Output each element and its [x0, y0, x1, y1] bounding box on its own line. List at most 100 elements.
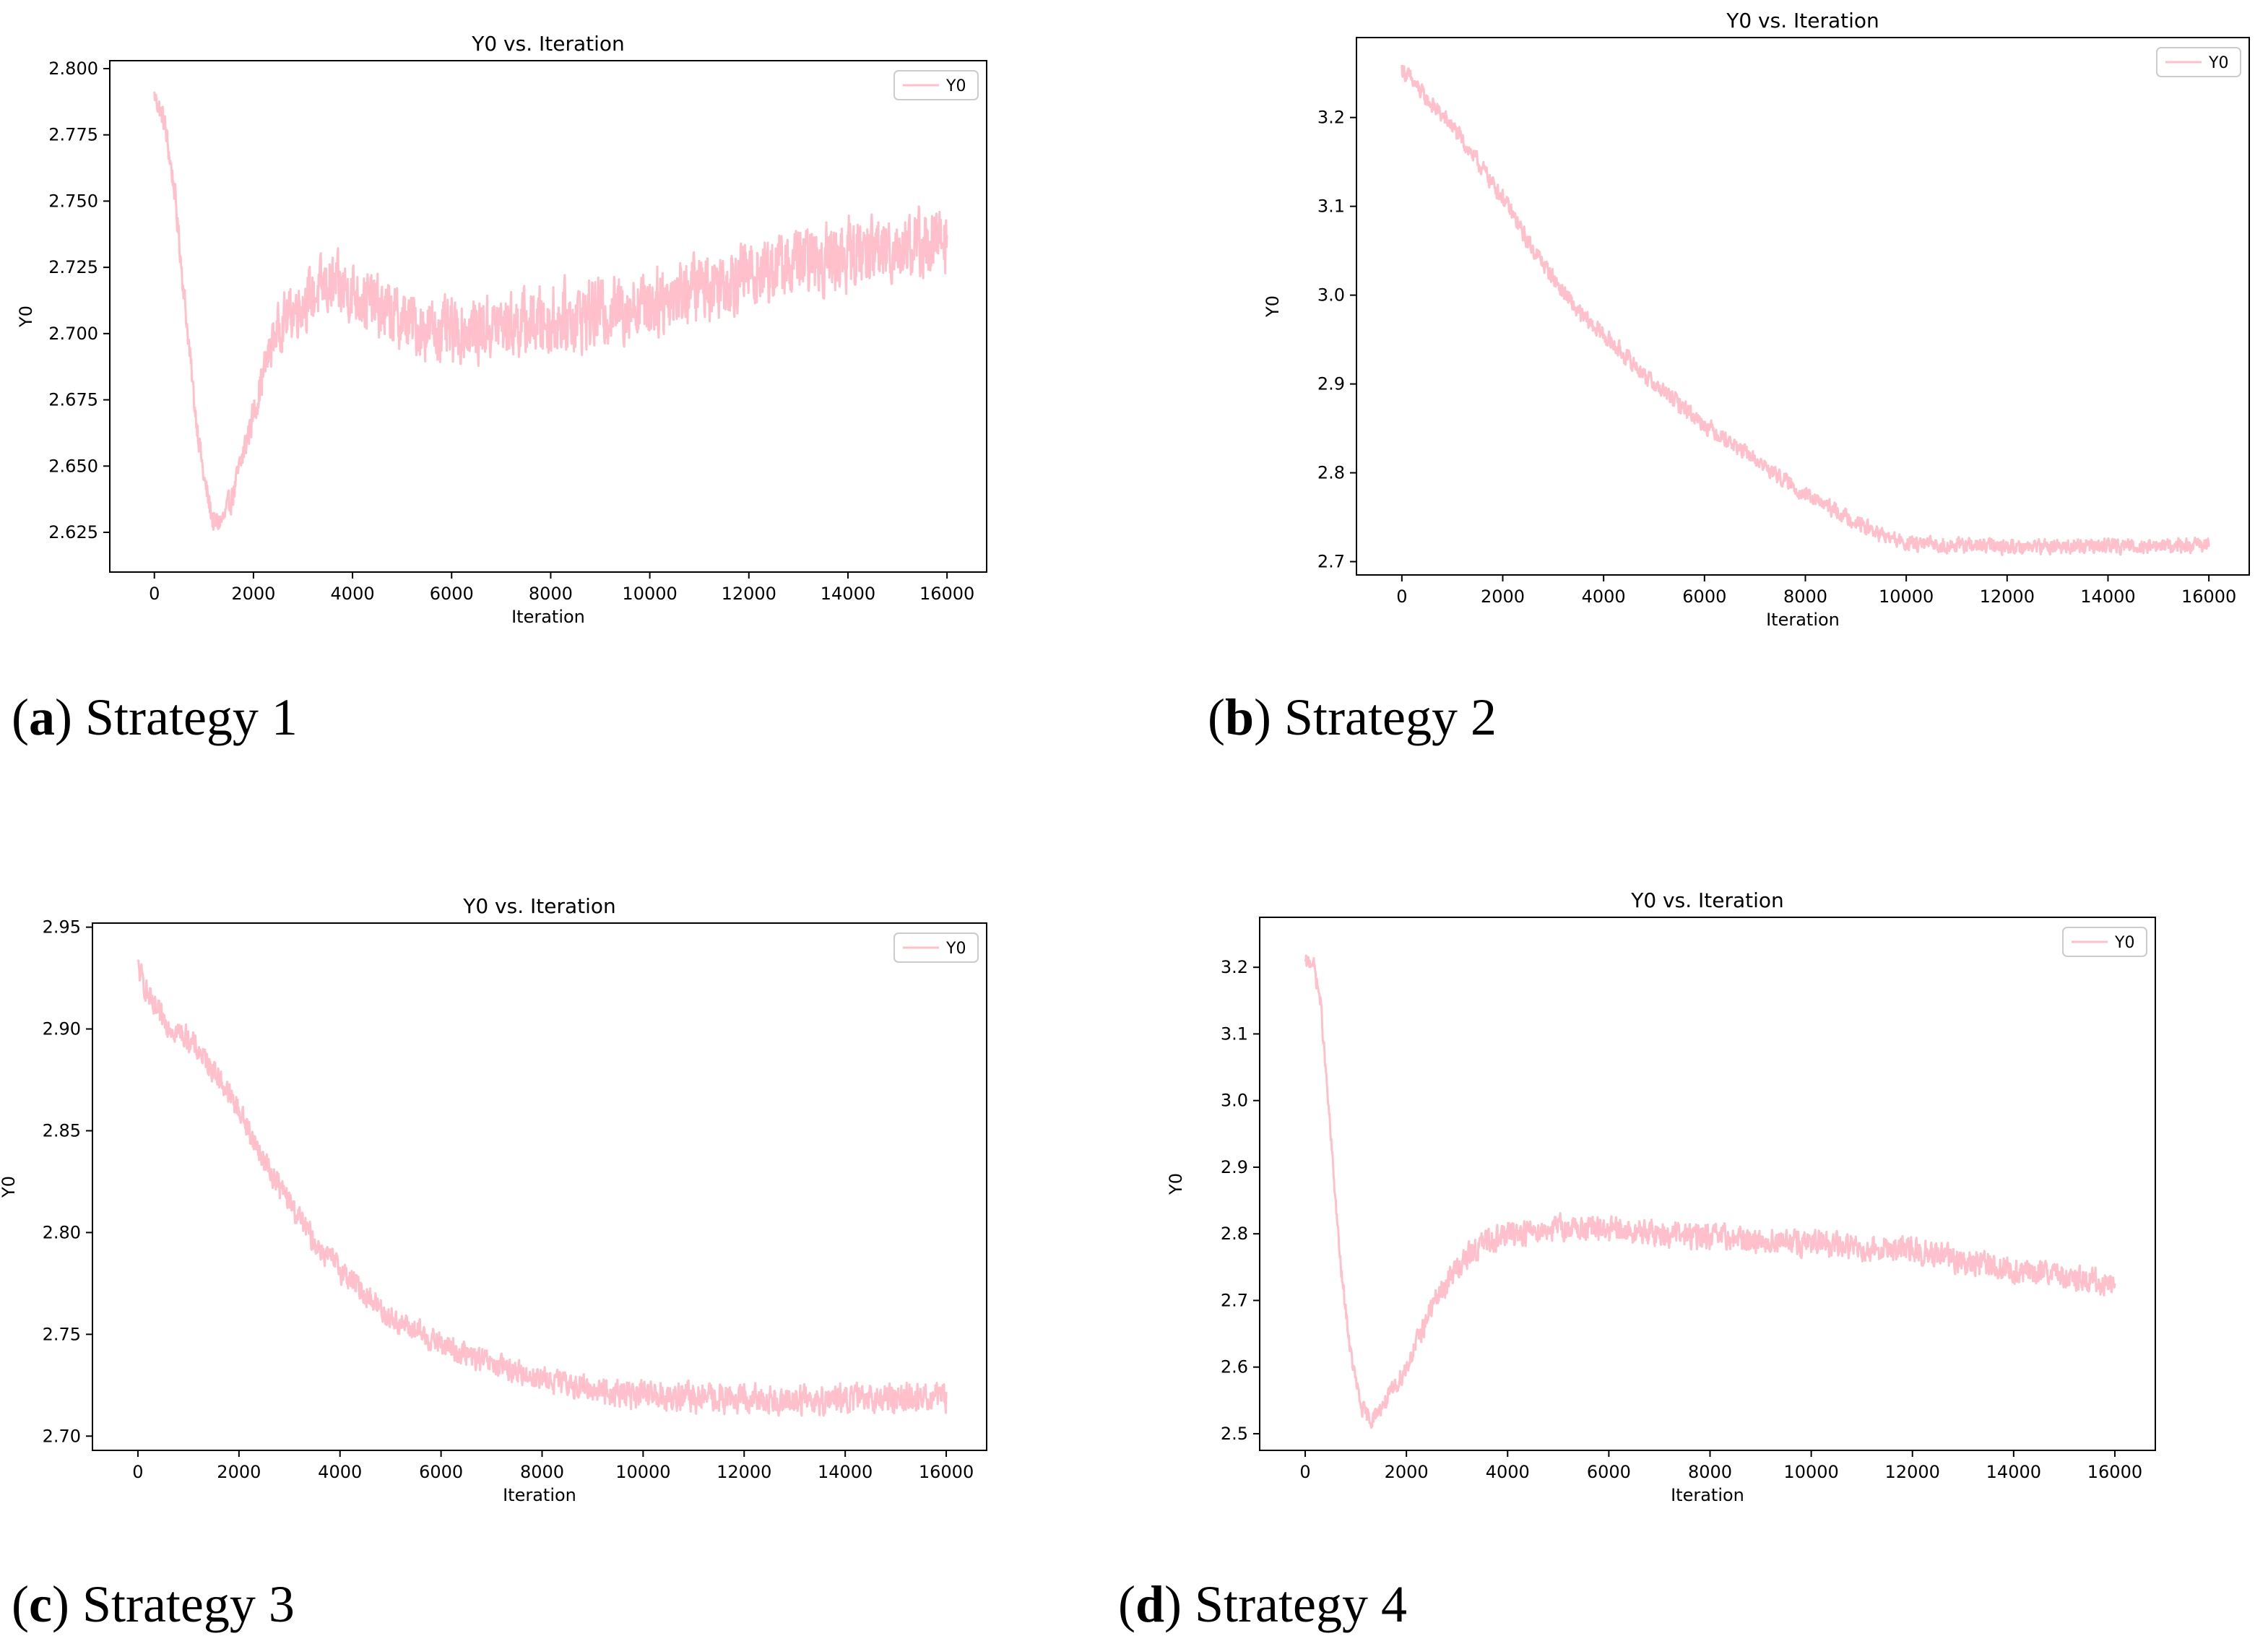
plot-frame — [1259, 917, 2156, 1451]
x-tick-label: 8000 — [1783, 587, 1827, 607]
y-axis-label: Y0 — [1263, 295, 1283, 318]
x-tick-label: 2000 — [231, 584, 275, 604]
plot-frame — [109, 60, 987, 573]
x-tick-label: 12000 — [722, 584, 776, 604]
chart-title: Y0 vs. Iteration — [471, 32, 625, 56]
legend-label: Y0 — [2114, 934, 2134, 952]
y-tick-label: 3.1 — [1221, 1023, 1248, 1044]
x-axis-label: Iteration — [1766, 610, 1840, 630]
y-tick-label: 2.80 — [43, 1222, 81, 1242]
x-tick-label: 0 — [132, 1462, 143, 1482]
legend: Y0 — [893, 932, 979, 963]
y-tick-label: 2.625 — [48, 522, 98, 542]
y-tick-label: 2.650 — [48, 456, 98, 476]
y-tick-label: 3.0 — [1221, 1091, 1248, 1111]
y-tick-label: 2.5 — [1221, 1424, 1248, 1444]
y-tick-label: 2.8 — [1221, 1224, 1248, 1244]
plot-frame — [1356, 37, 2250, 576]
caption-d: (d) Strategy 4 — [1118, 1575, 1407, 1633]
caption-letter: c — [28, 1575, 52, 1633]
y-axis-label: Y0 — [0, 1176, 19, 1198]
y-tick-label: 2.9 — [1221, 1157, 1248, 1177]
x-axis-label: Iteration — [511, 607, 585, 627]
x-tick-label: 12000 — [1885, 1462, 1940, 1482]
chart-panel-b: Y0 vs. Iteration 0 2000 4000 6000 8000 10000 12… — [1257, 0, 2268, 650]
chart-title: Y0 vs. Iteration — [1726, 9, 1879, 33]
x-axis-label: Iteration — [1671, 1485, 1744, 1505]
line-chart-strategy-2: Y0 vs. Iteration 0 2000 4000 6000 8000 10000 12… — [1263, 9, 2250, 630]
y-axis-label: Y0 — [1166, 1173, 1186, 1195]
y-tick-label: 2.8 — [1317, 463, 1345, 483]
x-tick-label: 10000 — [622, 584, 677, 604]
x-tick-label: 16000 — [919, 584, 974, 604]
x-tick-label: 8000 — [1688, 1462, 1732, 1482]
x-tick-label: 6000 — [430, 584, 474, 604]
x-tick-label: 2000 — [1385, 1462, 1429, 1482]
x-tick-label: 10000 — [615, 1462, 670, 1482]
y-tick-label: 2.75 — [43, 1324, 81, 1344]
caption-letter: d — [1135, 1575, 1165, 1633]
legend-label: Y0 — [2208, 54, 2228, 72]
y-tick-label: 2.95 — [43, 917, 81, 938]
y-tick-label: 2.725 — [48, 257, 98, 277]
caption-c: (c) Strategy 3 — [12, 1575, 295, 1633]
caption-a: (a) Strategy 1 — [12, 688, 298, 746]
line-chart-strategy-1: Y0 vs. Iteration 0 2000 4000 6000 8000 10000 12… — [16, 32, 987, 627]
x-tick-label: 4000 — [318, 1462, 362, 1482]
y-axis-label: Y0 — [16, 306, 36, 328]
plot-frame — [92, 922, 987, 1451]
x-tick-label: 0 — [1299, 1462, 1310, 1482]
caption-text: Strategy 1 — [85, 688, 298, 746]
y-tick-label: 2.9 — [1317, 374, 1345, 394]
y-tick-label: 2.675 — [48, 390, 98, 410]
x-tick-label: 16000 — [2087, 1462, 2142, 1482]
x-tick-label: 10000 — [1879, 587, 1934, 607]
legend-label: Y0 — [945, 77, 966, 95]
chart-panel-d: Y0 vs. Iteration 0 2000 4000 6000 8000 10000 12… — [1166, 888, 2181, 1538]
x-tick-label: 8000 — [520, 1462, 564, 1482]
y-tick-label: 2.6 — [1221, 1357, 1248, 1377]
caption-letter: b — [1224, 688, 1255, 746]
x-tick-label: 2000 — [1481, 587, 1525, 607]
x-tick-label: 12000 — [717, 1462, 771, 1482]
line-chart-strategy-3: Y0 vs. Iteration 0 2000 4000 6000 8000 10000 12… — [0, 894, 987, 1505]
caption-text: Strategy 2 — [1284, 688, 1497, 746]
series-line-y0 — [137, 959, 948, 1417]
x-tick-label: 0 — [1396, 587, 1407, 607]
x-tick-label: 14000 — [1986, 1462, 2041, 1482]
caption-text: Strategy 3 — [82, 1575, 295, 1633]
caption-b: (b) Strategy 2 — [1208, 688, 1497, 746]
chart-title: Y0 vs. Iteration — [1630, 888, 1784, 912]
x-tick-label: 4000 — [1582, 587, 1626, 607]
y-tick-label: 2.800 — [48, 59, 98, 79]
caption-letter: a — [28, 688, 55, 746]
caption-text: Strategy 4 — [1195, 1575, 1407, 1633]
series-line-y0 — [1401, 64, 2210, 556]
x-tick-label: 16000 — [919, 1462, 974, 1482]
y-tick-label: 2.7 — [1221, 1290, 1248, 1310]
x-tick-label: 12000 — [1980, 587, 2035, 607]
legend: Y0 — [893, 70, 979, 100]
legend: Y0 — [2156, 47, 2241, 77]
x-tick-label: 6000 — [1587, 1462, 1631, 1482]
line-chart-strategy-4: Y0 vs. Iteration 0 2000 4000 6000 8000 10000 12… — [1166, 888, 2156, 1505]
y-tick-label: 2.85 — [43, 1120, 81, 1141]
y-tick-label: 3.2 — [1221, 957, 1248, 977]
y-tick-label: 2.700 — [48, 324, 98, 344]
y-tick-label: 2.750 — [48, 191, 98, 211]
x-tick-label: 4000 — [1486, 1462, 1530, 1482]
x-tick-label: 10000 — [1783, 1462, 1838, 1482]
x-tick-label: 6000 — [1682, 587, 1726, 607]
y-tick-label: 3.1 — [1317, 196, 1345, 217]
x-tick-label: 0 — [149, 584, 160, 604]
x-tick-label: 4000 — [331, 584, 375, 604]
x-tick-label: 2000 — [217, 1462, 261, 1482]
y-tick-label: 2.70 — [43, 1426, 81, 1446]
y-tick-label: 2.775 — [48, 125, 98, 145]
x-tick-label: 16000 — [2181, 587, 2236, 607]
legend-label: Y0 — [945, 940, 966, 958]
x-tick-label: 6000 — [419, 1462, 463, 1482]
y-tick-label: 2.90 — [43, 1019, 81, 1039]
y-tick-label: 2.7 — [1317, 552, 1345, 572]
chart-panel-a: Y0 vs. Iteration 0 2000 4000 6000 8000 10000 12… — [0, 0, 1026, 650]
